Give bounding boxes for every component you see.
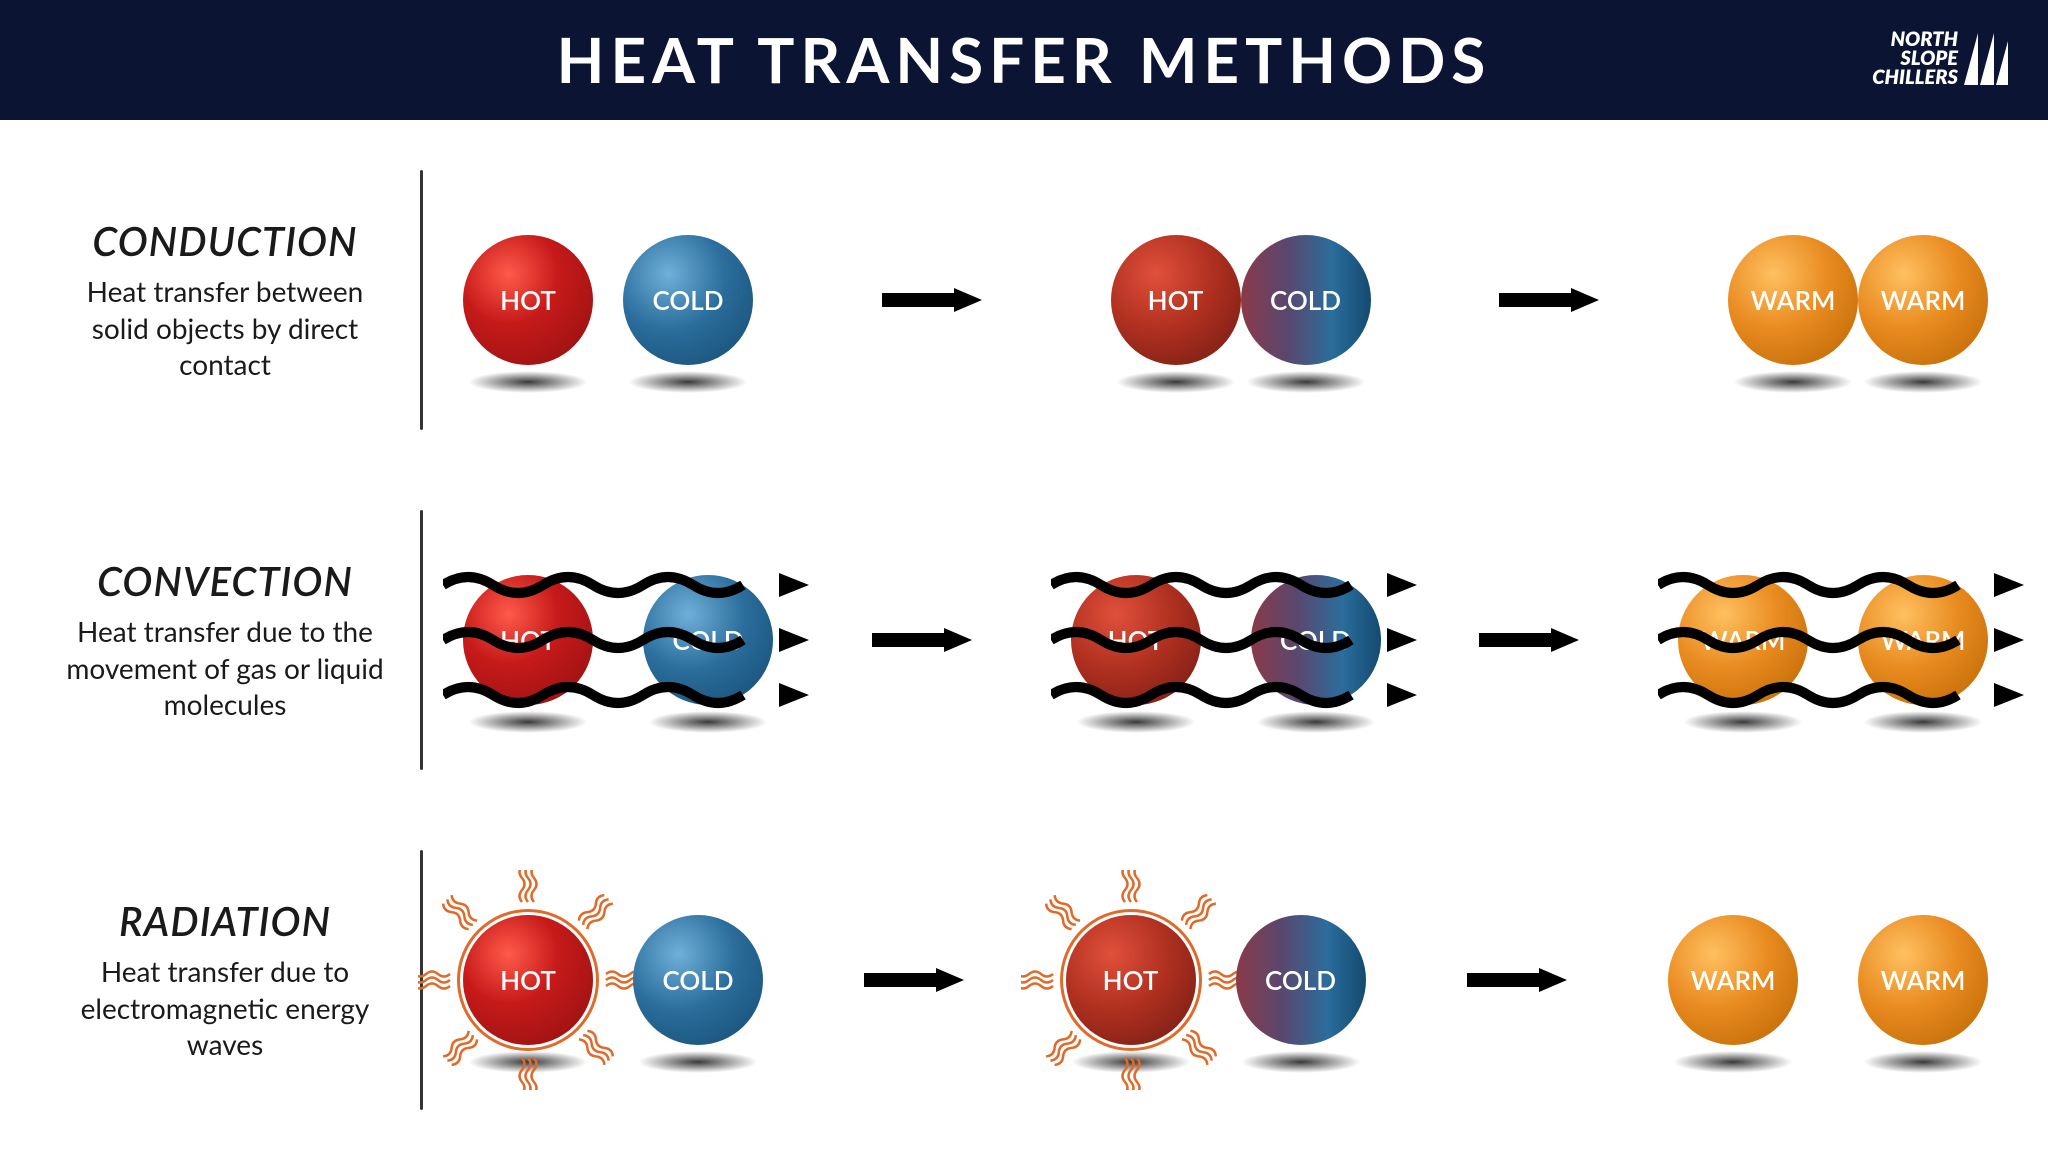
ball-warm: WARM (1728, 235, 1858, 365)
section-title-conduction: CONDUCTION (60, 217, 390, 265)
header-bar: HEAT TRANSFER METHODS NORTH SLOPE CHILLE… (0, 0, 2048, 120)
stage-radiation-2: WARM WARM (1668, 880, 1988, 1080)
brand-logo-text: NORTH SLOPE CHILLERS (1872, 30, 1958, 87)
diagram-radiation: HOT COLD HOT COLD WARM WARM (443, 880, 2008, 1080)
ball-shadow (648, 711, 768, 733)
ball-cold: COLD (1251, 575, 1381, 705)
ball-hot: HOT (463, 235, 593, 365)
ball-label: COLD (652, 284, 723, 316)
ball-label: COLD (672, 624, 743, 656)
ball-shadow (1071, 1051, 1191, 1073)
ball-label: HOT (500, 284, 556, 316)
ball-label: COLD (662, 964, 733, 996)
row-conduction: CONDUCTION Heat transfer between solid ob… (60, 160, 2008, 440)
ball-shadow (1863, 1051, 1983, 1073)
ball-shadow (468, 371, 588, 393)
label-conduction: CONDUCTION Heat transfer between solid ob… (60, 217, 420, 382)
ball-cold: COLD (1241, 235, 1371, 365)
ball-shadow (1863, 711, 1983, 733)
ball-cold: COLD (643, 575, 773, 705)
arrow-right-icon (1479, 628, 1579, 652)
ball-label: HOT (500, 624, 556, 656)
ball-shadow (1116, 371, 1236, 393)
ball-warm: WARM (1858, 235, 1988, 365)
ball-shadow (468, 1051, 588, 1073)
divider (420, 170, 423, 430)
ball-warm: WARM (1668, 915, 1798, 1045)
ball-warm: WARM (1858, 575, 1988, 705)
stage-convection-2: WARM WARM (1678, 540, 1988, 740)
brand-logo: NORTH SLOPE CHILLERS (1872, 30, 2008, 87)
section-desc-convection: Heat transfer due to the movement of gas… (60, 613, 390, 722)
ball-cold: COLD (633, 915, 763, 1045)
ball-shadow (1673, 1051, 1793, 1073)
ball-shadow (1246, 371, 1366, 393)
arrow-right-icon (1467, 968, 1567, 992)
ball-hot: HOT (1066, 915, 1196, 1045)
ball-label: WARM (1881, 624, 1966, 656)
page-title: HEAT TRANSFER METHODS (557, 23, 1492, 97)
ball-shadow (1241, 1051, 1361, 1073)
ball-label: WARM (1751, 284, 1836, 316)
section-desc-radiation: Heat transfer due to electromagnetic ene… (60, 953, 390, 1062)
ball-hot: HOT (463, 915, 593, 1045)
stage-conduction-1: HOT COLD (1111, 200, 1371, 400)
stage-radiation-0: HOT COLD (463, 880, 763, 1080)
section-desc-conduction: Heat transfer between solid objects by d… (60, 273, 390, 382)
ball-label: WARM (1881, 284, 1966, 316)
row-convection: CONVECTION Heat transfer due to the movem… (60, 500, 2008, 780)
ball-label: HOT (1148, 284, 1204, 316)
ball-hot: HOT (1071, 575, 1201, 705)
ball-shadow (1733, 371, 1853, 393)
section-title-radiation: RADIATION (60, 897, 390, 945)
ball-label: COLD (1270, 284, 1341, 316)
row-radiation: RADIATION Heat transfer due to electromag… (60, 840, 2008, 1120)
stage-convection-1: HOT COLD (1071, 540, 1381, 740)
label-convection: CONVECTION Heat transfer due to the movem… (60, 557, 420, 722)
ball-label: HOT (500, 964, 556, 996)
arrow-right-icon (864, 968, 964, 992)
arrow-right-icon (1499, 288, 1599, 312)
ball-warm: WARM (1858, 915, 1988, 1045)
diagram-convection: HOT COLD HOT COLD WARM WARM (443, 540, 2008, 740)
ball-label: WARM (1691, 964, 1776, 996)
ball-label: HOT (1108, 624, 1164, 656)
ball-cold: COLD (1236, 915, 1366, 1045)
ball-shadow (638, 1051, 758, 1073)
stage-radiation-1: HOT COLD (1066, 880, 1366, 1080)
stage-conduction-2: WARM WARM (1728, 200, 1988, 400)
ball-label: HOT (1103, 964, 1159, 996)
ball-label: WARM (1881, 964, 1966, 996)
ball-shadow (468, 711, 588, 733)
ball-label: COLD (1280, 624, 1351, 656)
section-title-convection: CONVECTION (60, 557, 390, 605)
label-radiation: RADIATION Heat transfer due to electromag… (60, 897, 420, 1062)
arrow-right-icon (872, 628, 972, 652)
divider (420, 510, 423, 770)
ball-warm: WARM (1678, 575, 1808, 705)
ball-shadow (1863, 371, 1983, 393)
ball-cold: COLD (623, 235, 753, 365)
ball-hot: HOT (1111, 235, 1241, 365)
stage-conduction-0: HOT COLD (463, 200, 753, 400)
ball-shadow (1683, 711, 1803, 733)
ball-shadow (1076, 711, 1196, 733)
ball-shadow (628, 371, 748, 393)
brand-logo-icon (1964, 33, 2008, 85)
ball-shadow (1256, 711, 1376, 733)
arrow-right-icon (882, 288, 982, 312)
divider (420, 850, 423, 1110)
ball-label: WARM (1701, 624, 1786, 656)
diagram-conduction: HOT COLD HOT COLD WARM WARM (443, 200, 2008, 400)
ball-hot: HOT (463, 575, 593, 705)
ball-label: COLD (1265, 964, 1336, 996)
stage-convection-0: HOT COLD (463, 540, 773, 740)
rows-container: CONDUCTION Heat transfer between solid ob… (0, 120, 2048, 1160)
